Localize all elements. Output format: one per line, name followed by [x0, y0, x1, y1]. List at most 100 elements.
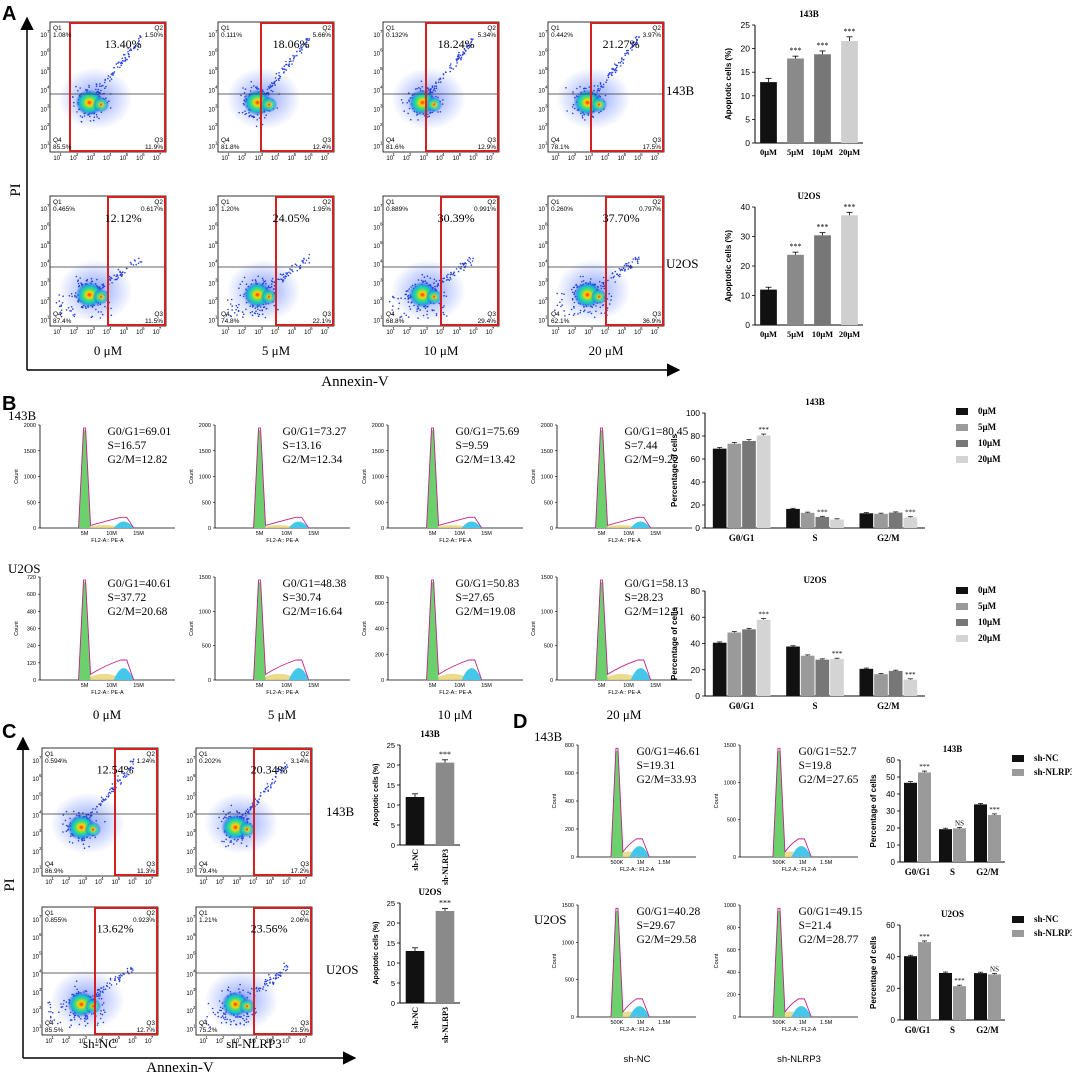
event-dot — [88, 845, 90, 848]
event-dot — [400, 99, 403, 101]
y-tick-label: 10 — [538, 144, 545, 150]
event-dot — [97, 993, 100, 995]
event-dot — [95, 308, 97, 311]
y-tick-exponent: 6 — [215, 48, 218, 53]
y-tick-label: 0 — [745, 138, 750, 148]
event-dot — [443, 277, 446, 280]
event-dot — [598, 281, 601, 283]
y-tick-label: 15 — [387, 939, 395, 948]
quadrant-label-q2: Q2 — [487, 25, 496, 32]
event-dot — [255, 986, 258, 989]
bar — [903, 679, 918, 696]
event-dot — [577, 313, 579, 315]
y-tick-label: 20 — [741, 261, 751, 271]
x-tick-exponent: 1 — [205, 876, 208, 881]
x-tick-exponent: 5 — [118, 1035, 121, 1040]
legend-swatch — [1012, 916, 1024, 923]
x-tick-label: 500K — [773, 860, 786, 866]
quadrant-value-q2: 5.66% — [313, 32, 332, 39]
event-dot — [71, 842, 74, 844]
event-dot — [445, 279, 448, 281]
event-dot — [289, 272, 292, 275]
flow-plot-a: Q10.889%Q20.991%Q329.4%Q468.8%30.39%1011… — [373, 195, 500, 336]
quadrant-value-q3: 11.9% — [145, 144, 163, 151]
event-dot — [240, 842, 243, 844]
event-dot — [445, 315, 448, 317]
event-dot — [274, 974, 277, 976]
y-tick-label: 0 — [571, 855, 574, 861]
event-dot — [455, 65, 458, 67]
event-dot — [443, 294, 445, 297]
event-dot — [79, 277, 81, 279]
event-dot — [239, 1022, 241, 1024]
event-dot — [470, 38, 473, 41]
event-dot — [108, 275, 111, 278]
event-dot — [437, 282, 440, 285]
y-tick-label: 10 — [208, 126, 215, 132]
quadrant-value-q1: 0.132% — [386, 32, 408, 39]
event-dot — [47, 1001, 49, 1004]
event-dot — [102, 283, 105, 285]
x-axis-title: FL2-A:: PE-A — [608, 690, 641, 696]
cycle-stat: G0/G1=52.7 — [799, 746, 857, 758]
event-dot — [627, 51, 629, 54]
g2-peak-fill — [113, 668, 134, 680]
bar — [786, 508, 800, 528]
event-dot — [416, 87, 418, 90]
event-dot — [246, 1015, 248, 1018]
event-dot — [119, 66, 121, 69]
event-dot — [571, 288, 573, 291]
event-dot — [112, 74, 114, 76]
x-tick-label: 15M — [133, 531, 144, 537]
y-tick-label: 2000 — [24, 423, 36, 429]
y-tick-label: 1000 — [724, 780, 736, 786]
g1-peak-fill — [253, 430, 266, 528]
category-label: G0/G1 — [729, 533, 755, 543]
event-dot — [638, 258, 640, 260]
cycle-stat: G0/G1=69.01 — [108, 426, 172, 438]
event-dot — [447, 273, 449, 276]
event-dot — [95, 820, 97, 822]
event-dot — [281, 279, 284, 282]
event-dot — [602, 282, 605, 284]
x-tick-exponent: 5 — [459, 326, 462, 331]
event-dot — [109, 76, 111, 78]
event-dot — [289, 58, 291, 60]
event-dot — [103, 1009, 105, 1011]
event-dot — [439, 78, 442, 80]
event-dot — [261, 277, 264, 280]
event-dot — [221, 990, 223, 992]
event-dot — [427, 89, 430, 91]
event-dot — [78, 812, 80, 814]
event-dot — [62, 814, 65, 816]
event-dot — [607, 279, 609, 282]
event-dot — [595, 305, 597, 307]
x-tick-exponent: 4 — [607, 152, 610, 157]
event-dot — [459, 54, 462, 57]
event-dot — [450, 63, 452, 65]
legend-label: sh-NC — [1034, 914, 1059, 924]
x-tick-label: 10 — [419, 330, 426, 336]
event-dot — [458, 51, 460, 54]
event-dot — [613, 63, 616, 65]
x-tick-exponent: 1 — [392, 152, 395, 157]
event-dot — [79, 87, 81, 89]
event-dot — [308, 262, 311, 264]
apoptosis-percent: 30.39% — [438, 211, 475, 225]
event-dot — [243, 1019, 246, 1022]
x-tick-exponent: 3 — [590, 152, 593, 157]
x-tick-label: 10 — [86, 156, 93, 162]
event-dot — [267, 785, 270, 788]
event-dot — [99, 804, 102, 807]
y-tick-exponent: 5 — [545, 240, 548, 245]
event-dot — [128, 55, 131, 58]
event-dot — [48, 1001, 51, 1003]
y-tick-label: 20 — [886, 984, 895, 993]
event-dot — [614, 270, 617, 273]
event-dot — [100, 1017, 102, 1020]
event-dot — [253, 312, 256, 314]
event-dot — [86, 279, 88, 282]
event-dot — [58, 1011, 60, 1013]
event-dot — [581, 280, 583, 283]
